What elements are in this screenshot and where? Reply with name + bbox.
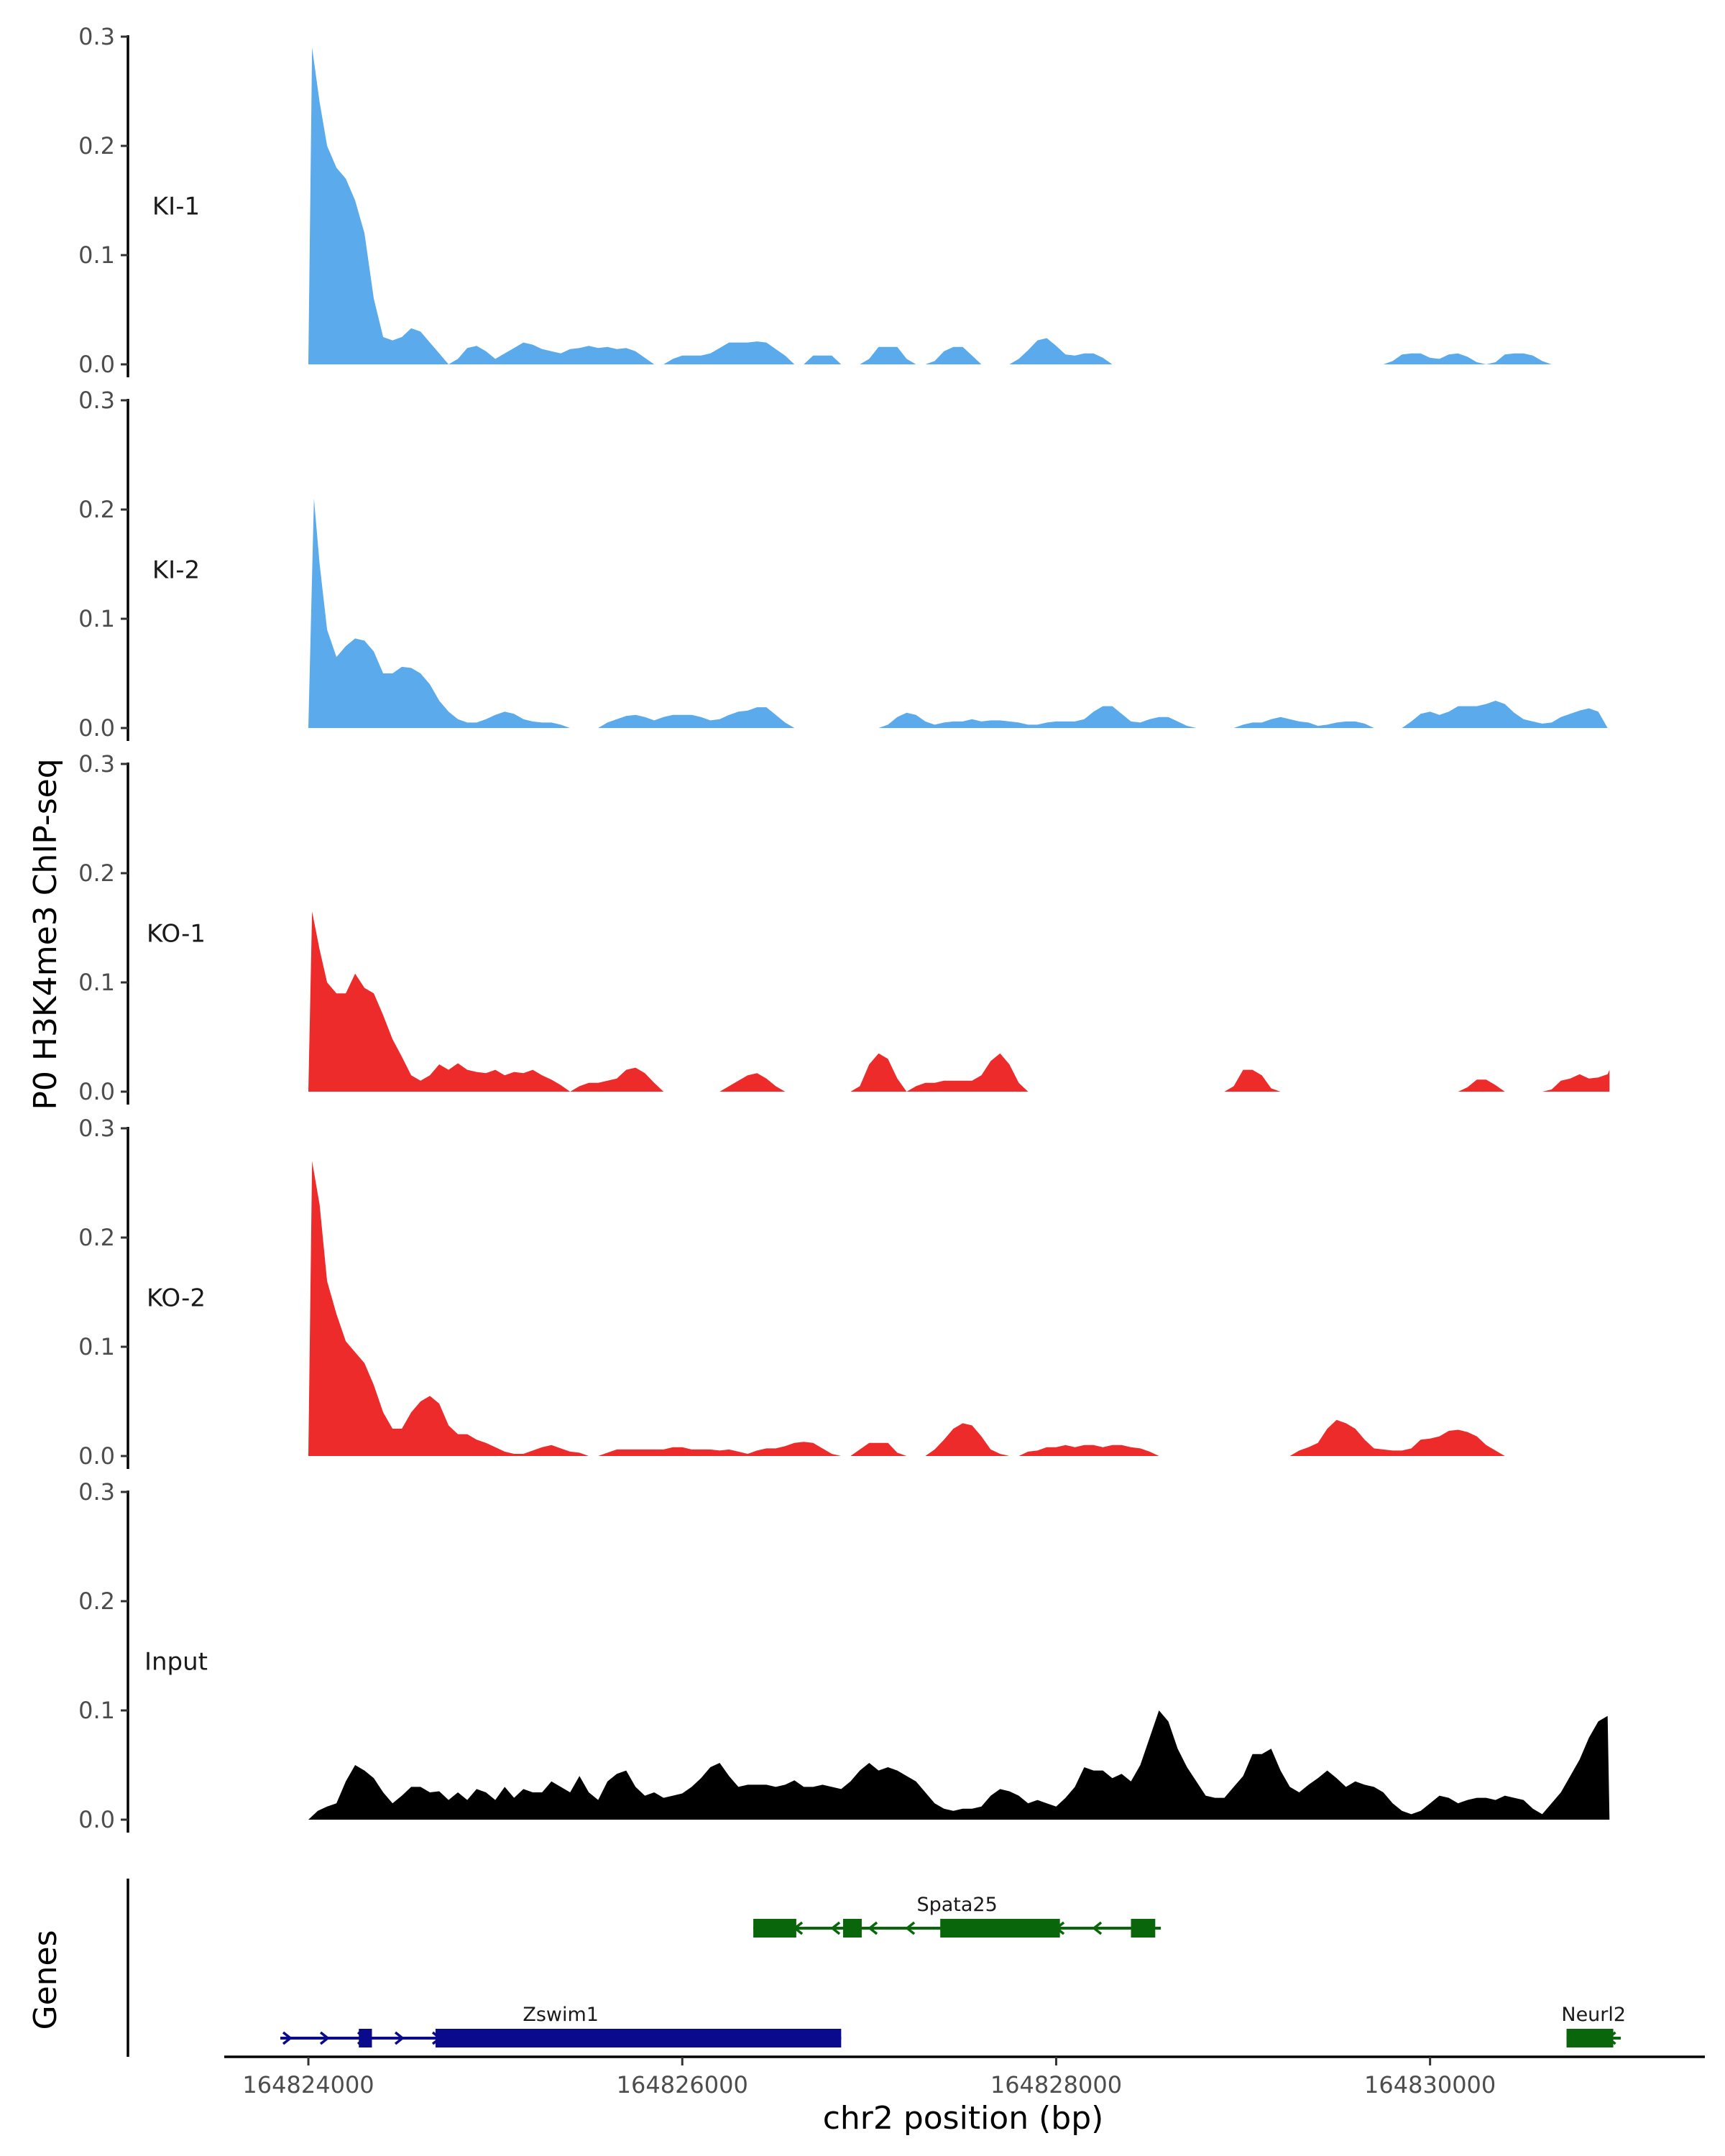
x-axis-title: chr2 position (bp) [823,2100,1104,2137]
y-tick-label: 0.0 [78,1806,115,1833]
coverage-area-ko-2 [308,1161,1514,1456]
y-tick-label: 0.2 [78,496,115,523]
y-tick-label: 0.2 [78,860,115,887]
track-ki-1: 0.0 0.1 0.2 0.3 KI-1 [78,23,1561,378]
y-tick-label: 0.0 [78,1442,115,1470]
y-tick-label: 0.1 [78,1333,115,1360]
x-tick-label: 164826000 [617,2071,748,2099]
coverage-tracks: 0.00.10.20.3KI-10.00.10.20.3KI-20.00.10.… [78,23,1610,1833]
gene-exon [1566,2029,1614,2047]
gene-neurl2: Neurl2 [1561,2004,1626,2047]
gene-track: Zswim1 Spata25 Neurl2 [126,1879,1626,2057]
strand-chevron [394,2031,405,2045]
gene-exon [753,1919,796,1938]
gene-name-label: Neurl2 [1561,2004,1626,2026]
gene-exon [940,1919,1060,1938]
gene-spata25: Spata25 [753,1894,1162,1938]
y-tick-label: 0.1 [78,969,115,996]
y-axis-title: P0 H3K4me3 ChIP-seq [27,758,64,1110]
track-label: KO-1 [147,920,206,949]
gene-zswim1: Zswim1 [280,2004,842,2047]
y-tick-label: 0.2 [78,1588,115,1615]
y-tick-label: 0.3 [78,23,115,50]
y-tick-label: 0.3 [78,1478,115,1506]
track-ko-1: 0.0 0.1 0.2 0.3 KO-1 [78,750,1610,1105]
track-input: 0.0 0.1 0.2 0.3 Input [78,1478,1610,1833]
gene-name-label: Spata25 [916,1894,997,1916]
coverage-area-ki-2 [308,498,1608,728]
gene-name-label: Zswim1 [523,2004,599,2026]
gene-exon [842,1919,862,1938]
y-tick-label: 0.3 [78,1115,115,1142]
strand-chevron [319,2031,330,2045]
track-ko-2: 0.0 0.1 0.2 0.3 KO-2 [78,1115,1514,1470]
x-tick-label: 164828000 [990,2071,1122,2099]
track-ki-2: 0.0 0.1 0.2 0.3 KI-2 [78,387,1608,742]
coverage-area-input [308,1710,1610,1820]
track-label: KO-2 [147,1284,206,1313]
gene-exon [435,2029,842,2047]
y-tick-label: 0.1 [78,1697,115,1724]
y-tick-label: 0.2 [78,132,115,160]
strand-chevron [1092,1921,1103,1935]
y-tick-label: 0.1 [78,605,115,632]
coverage-area-ko-1 [308,911,1610,1092]
y-tick-label: 0.0 [78,351,115,378]
x-axis: 164824000 164826000 164828000 164830000 [224,2055,1705,2099]
strand-chevron [868,1921,878,1935]
y-tick-label: 0.1 [78,241,115,269]
gene-exon [359,2029,372,2047]
y-tick-label: 0.0 [78,714,115,742]
track-label: KI-2 [152,556,200,585]
genes-track-title: Genes [27,1930,64,2030]
x-tick-label: 164824000 [242,2071,374,2099]
track-label: KI-1 [152,193,200,221]
strand-chevron [830,1921,841,1935]
x-tick-label: 164830000 [1364,2071,1496,2099]
coverage-area-ki-1 [308,47,1561,364]
y-tick-label: 0.3 [78,750,115,778]
strand-chevron [282,2031,293,2045]
y-tick-label: 0.2 [78,1224,115,1251]
strand-chevron [905,1921,916,1935]
gene-exon [1131,1919,1156,1938]
track-label: Input [144,1648,208,1677]
y-tick-label: 0.3 [78,387,115,414]
y-tick-label: 0.0 [78,1078,115,1105]
